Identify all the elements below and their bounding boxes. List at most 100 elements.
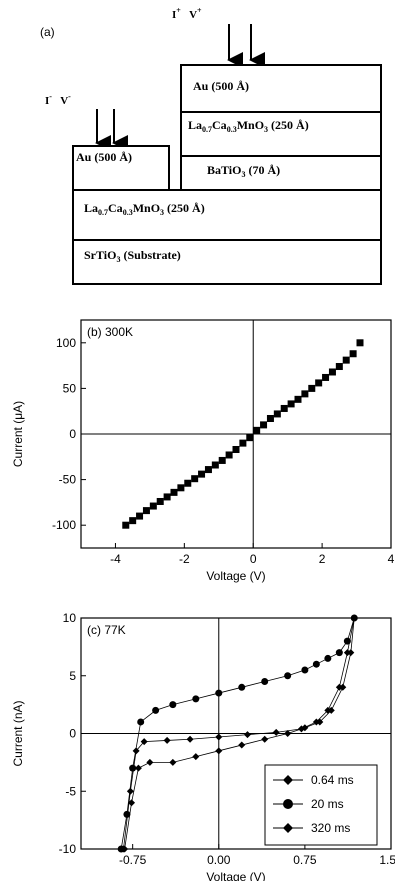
data-point [238,741,246,749]
data-point [308,384,316,392]
data-point [121,845,129,853]
y-tick-label: -5 [65,784,76,798]
data-point [137,718,145,726]
data-point [343,637,351,645]
lcmo-top-label: La0.7Ca0.3MnO3 (250 Å) [188,118,309,134]
data-point [134,764,142,772]
x-tick-label: -0.75 [119,853,147,867]
data-point [152,706,160,714]
data-point [218,456,226,464]
y-tick-label: 50 [63,381,77,395]
legend-marker [283,775,293,785]
data-point [129,764,137,772]
data-point [301,724,309,732]
x-tick-label: 2 [319,552,326,566]
y-tick-label: -10 [59,842,77,856]
data-point [324,654,332,662]
top-contact-labels: I+ V+ [172,6,202,21]
x-tick-label: 0.75 [293,853,317,867]
data-point [312,660,320,668]
data-point [184,479,192,487]
data-point [246,434,254,442]
data-point [198,470,206,478]
schematic-diagram [72,24,382,285]
lcmo-bottom-layer [72,189,382,241]
y-tick-label: 100 [56,336,76,350]
data-point [284,672,292,680]
data-point [169,701,177,709]
data-point [253,426,261,434]
y-axis-label: Current (μA) [11,401,25,467]
data-point [356,339,364,347]
data-point [272,728,280,736]
data-point [284,730,292,737]
panel-label: (c) 77K [87,623,126,637]
x-tick-label: 4 [388,552,395,566]
y-tick-label: -50 [59,473,77,487]
data-point [342,356,350,364]
bto-label: BaTiO3 (70 Å) [207,163,281,179]
chart-b-300k: -4 -2 0 2 4 100 50 0 -50 -100 Voltage (V) Current (… [11,319,395,583]
data-point [316,718,324,726]
legend-label: 320 ms [311,821,350,835]
y-tick-label: 5 [69,669,76,683]
data-point [327,706,335,714]
data-point [350,614,358,622]
data-point [260,421,268,429]
y-tick-label: 10 [63,611,77,625]
data-point [132,747,140,755]
data-point [142,507,150,515]
data-point [211,461,219,469]
chart-c-77k: -0.75 0.00 0.75 1.50 10 5 0 -5 -10 Voltage (V) Cur… [11,611,395,881]
x-tick-label: -2 [179,552,190,566]
data-point [287,400,295,408]
data-point [347,649,355,657]
data-point [122,521,130,529]
data-point [349,350,357,358]
data-point [238,683,246,691]
y-tick-label: 0 [69,427,76,441]
data-point [273,410,281,418]
data-point [170,488,178,496]
data-point [335,363,343,371]
data-point [146,758,154,766]
data-point [163,493,171,501]
data-point [280,404,288,412]
legend-marker [283,823,293,833]
data-point [215,689,223,697]
data-point [140,738,148,746]
data-point [192,695,200,703]
data-point [215,747,223,755]
data-point [177,484,185,492]
data-point [301,666,309,674]
data-point [204,466,212,474]
legend-marker [283,799,293,809]
data-point [328,368,336,376]
data-point [186,735,194,743]
data-point [266,414,274,422]
data-point [169,758,177,766]
data-point [129,517,137,525]
data-point [243,731,251,739]
x-axis-label: Voltage (V) [206,569,265,583]
data-point [156,497,164,505]
data-point [225,451,233,459]
au-left-label: Au (500 Å) [76,150,132,164]
x-tick-label: 0 [250,552,257,566]
lcmo-top-layer [180,111,382,157]
data-point [261,678,269,686]
au-top-label: Au (500 Å) [193,79,249,93]
legend-label: 0.64 ms [311,773,354,787]
x-tick-label: -4 [110,552,121,566]
data-point [315,379,323,387]
panel-a-label: (a) [40,25,55,39]
data-point [126,787,134,795]
data-point [136,512,144,520]
data-point [232,446,240,454]
data-point [261,735,269,743]
data-point [301,390,309,398]
sto-substrate-layer [72,239,382,285]
x-tick-label: 0.00 [207,853,231,867]
data-point [322,373,330,381]
lcmo-bottom-label: La0.7Ca0.3MnO3 (250 Å) [84,201,205,217]
